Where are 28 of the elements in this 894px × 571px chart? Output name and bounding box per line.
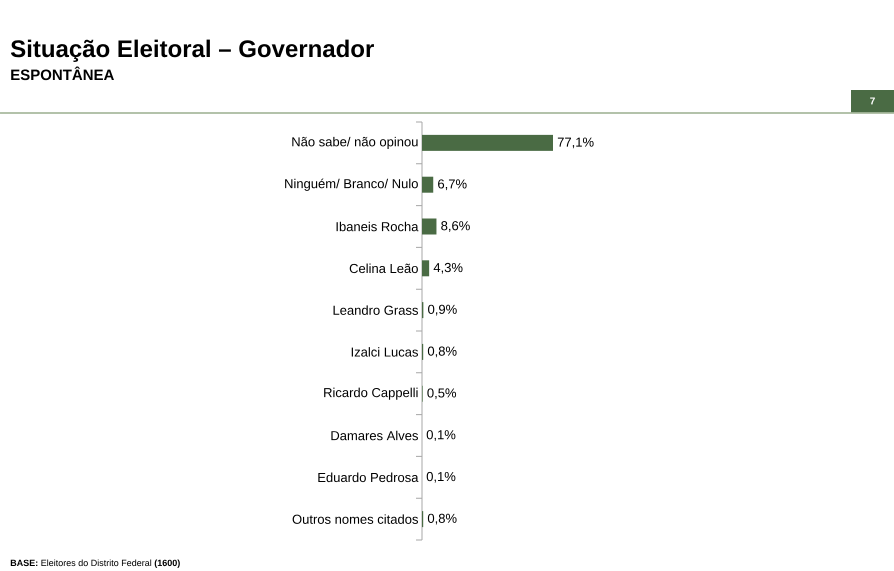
data-label: 0,8% <box>428 514 457 524</box>
text: Situação Eleitoral – Governador <box>10 40 374 62</box>
bar <box>422 176 434 193</box>
text: ESPONTÂNEA <box>11 66 114 80</box>
bar <box>422 260 430 276</box>
text: 7 <box>870 98 875 104</box>
data-label: 4,3% <box>434 262 463 274</box>
data-label: 8,6% <box>441 221 470 232</box>
data-label: 0,1% <box>426 430 456 441</box>
y-tick-label: Ricardo Cappelli <box>324 388 418 400</box>
data-label: 0,8% <box>428 346 457 358</box>
data-label: 0,9% <box>428 304 457 316</box>
bar <box>422 218 436 235</box>
y-tick-label: Eduardo Pedrosa <box>318 472 418 482</box>
text: BASE: Eleitores do Distrito Federal (1600) <box>10 559 180 568</box>
y-tick-label: Damares Alves <box>331 430 418 440</box>
y-tick-label: Outros nomes citados <box>292 514 418 524</box>
y-tick-label: Ninguém/ Branco/ Nulo <box>285 178 418 191</box>
data-label: 0,5% <box>427 388 456 400</box>
y-tick-label: Izalci Lucas <box>352 347 418 357</box>
data-label: 0,1% <box>426 472 456 483</box>
data-label: 77,1% <box>558 138 594 148</box>
y-tick-label: Ibaneis Rocha <box>336 222 418 232</box>
y-tick-label: Leandro Grass <box>334 305 418 315</box>
y-tick-label: Celina Leão <box>350 264 418 274</box>
data-label: 6,7% <box>438 179 467 190</box>
bar <box>422 134 553 151</box>
y-tick-label: Não sabe/ não opinou <box>292 136 418 149</box>
